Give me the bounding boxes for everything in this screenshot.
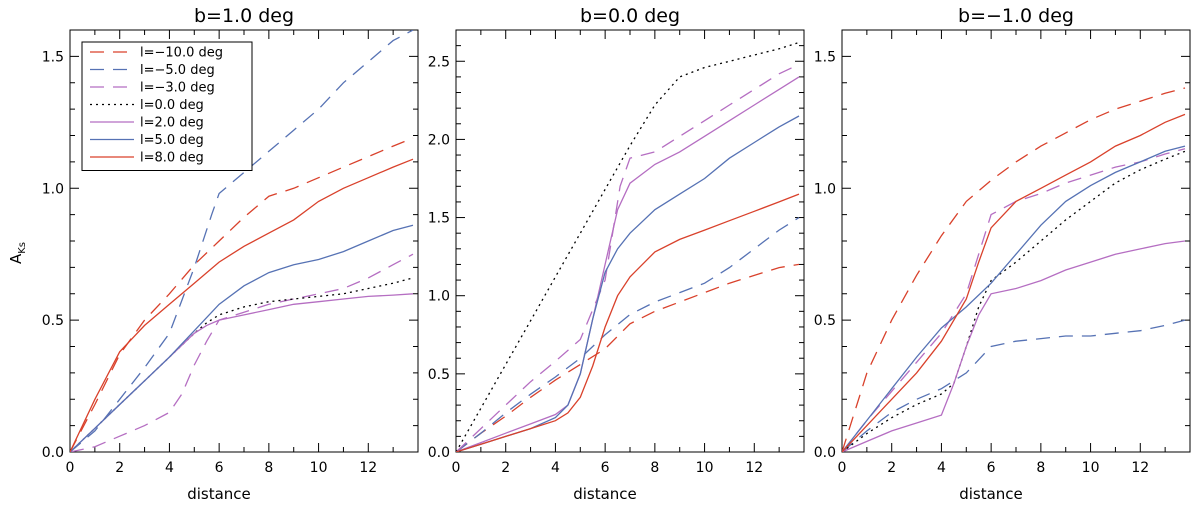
x-tick-label: 10 (696, 460, 714, 476)
series-group (456, 41, 800, 452)
y-tick-label: 0.5 (428, 367, 450, 383)
x-tick-label: 0 (838, 460, 847, 476)
chart-title: b=1.0 deg (194, 5, 294, 27)
y-axis-label: AKs (7, 242, 28, 264)
legend-entry: l=−10.0 deg (140, 46, 223, 61)
series-line (842, 145, 1186, 452)
legend-entry: l=8.0 deg (140, 151, 204, 166)
y-tick-label: 1.5 (42, 49, 64, 65)
y-tick-label: 1.5 (814, 49, 836, 65)
y-tick-label: 2.5 (428, 54, 450, 70)
series-line (842, 240, 1186, 452)
x-tick-label: 0 (452, 460, 461, 476)
x-tick-label: 2 (501, 460, 510, 476)
panel-1: b=1.0 deg 0 2 4 6 8 10 12 0.0 0.5 1.0 1.5 distance AK… (7, 5, 419, 503)
series-line (70, 293, 414, 452)
y-tick-label: 1.0 (42, 181, 64, 197)
x-tick-label: 12 (359, 460, 377, 476)
x-tick-label: 8 (1036, 460, 1045, 476)
panel-2: b=0.0 deg 0 2 4 6 8 10 12 0.0 0.5 1.0 1.5 2.0 2.5 dist… (428, 5, 805, 503)
x-tick-label: 6 (987, 460, 996, 476)
y-tick-label: 0.5 (42, 313, 64, 329)
legend-entry: l=−5.0 deg (140, 63, 215, 78)
series-line (842, 148, 1186, 452)
x-axis-label: distance (573, 485, 637, 503)
axes-frame (455, 29, 805, 453)
series-line (456, 193, 800, 452)
series-line (70, 158, 414, 452)
series-line (456, 263, 800, 452)
x-tick-label: 12 (1131, 460, 1149, 476)
series-line (456, 76, 800, 452)
x-axis-label: distance (959, 485, 1023, 503)
series-line (70, 137, 414, 452)
series-group (842, 87, 1186, 452)
panel-3: b=−1.0 deg 0 2 4 6 8 10 12 0.0 0.5 1.0 1.5 distance (814, 5, 1191, 503)
y-tick-label: 0.0 (42, 445, 64, 461)
series-line (842, 319, 1186, 452)
series-line (70, 277, 414, 452)
series-line (70, 30, 414, 452)
legend-entry: l=2.0 deg (140, 116, 204, 131)
legend-box (81, 41, 253, 171)
x-tick-label: 4 (551, 460, 560, 476)
series-line (842, 113, 1186, 452)
series-line (70, 253, 414, 452)
series-line (456, 217, 800, 452)
y-tick-label: 0.0 (814, 445, 836, 461)
series-line (842, 150, 1186, 452)
x-tick-label: 6 (601, 460, 610, 476)
y-tick-label: 1.0 (428, 289, 450, 305)
series-line (456, 41, 800, 452)
x-tick-label: 8 (650, 460, 659, 476)
x-tick-label: 12 (745, 460, 763, 476)
x-tick-label: 6 (215, 460, 224, 476)
y-tick-label: 0.5 (814, 313, 836, 329)
series-line (70, 224, 414, 452)
legend: l=−10.0 deg l=−5.0 deg l=−3.0 deg l=0.0 deg… (81, 41, 253, 171)
y-tick-label: 1.5 (428, 211, 450, 227)
series-line (842, 87, 1186, 452)
chart-title: b=0.0 deg (580, 5, 680, 27)
series-group (70, 30, 414, 452)
legend-entry: l=−3.0 deg (140, 81, 215, 96)
series-line (456, 63, 800, 452)
x-tick-label: 8 (264, 460, 273, 476)
x-axis-label: distance (187, 485, 251, 503)
y-tick-label: 2.0 (428, 132, 450, 148)
x-tick-label: 0 (66, 460, 75, 476)
chart-title: b=−1.0 deg (958, 5, 1074, 27)
x-tick-label: 10 (1082, 460, 1100, 476)
legend-entry: l=0.0 deg (140, 98, 204, 113)
legend-entry: l=5.0 deg (140, 133, 204, 148)
x-tick-label: 4 (937, 460, 946, 476)
x-tick-label: 10 (310, 460, 328, 476)
y-tick-label: 1.0 (814, 181, 836, 197)
x-tick-label: 2 (115, 460, 124, 476)
x-tick-label: 4 (165, 460, 174, 476)
y-tick-label: 0.0 (428, 445, 450, 461)
x-tick-label: 2 (887, 460, 896, 476)
